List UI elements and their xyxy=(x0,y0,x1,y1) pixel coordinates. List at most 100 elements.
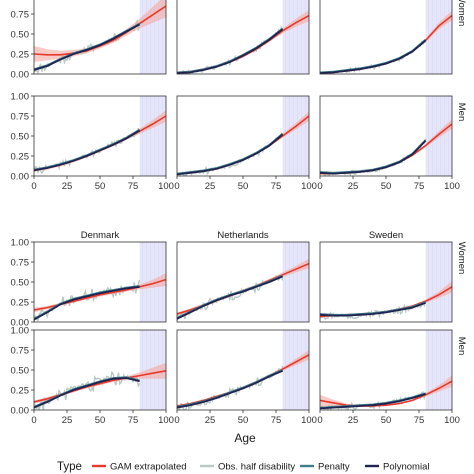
y-tick-label: 0.75 xyxy=(11,257,30,268)
x-tick-label: 75 xyxy=(271,415,282,426)
y-tick-label: 0.75 xyxy=(11,345,30,356)
x-tick-label: 50 xyxy=(238,415,249,426)
x-tick-label: 100 xyxy=(158,181,174,192)
y-tick-label: 0.50 xyxy=(11,365,30,376)
panel-data xyxy=(177,10,309,74)
x-tick-label: 50 xyxy=(381,415,392,426)
facet-panel: Netherlands xyxy=(176,230,310,323)
row-strip-label: Men xyxy=(456,103,467,121)
x-tick-label: 25 xyxy=(205,181,216,192)
x-tick-label: 0 xyxy=(31,181,36,192)
panel-border xyxy=(319,241,453,323)
x-tick-label: 100 xyxy=(444,415,460,426)
panel-border xyxy=(176,241,310,323)
band-grid xyxy=(142,96,163,176)
polynomial-line xyxy=(177,369,283,409)
y-tick-label: 1.00 xyxy=(11,91,30,102)
band-grid xyxy=(428,242,449,322)
legend-label-obs: Obs. half disability xyxy=(218,462,295,473)
gam-confidence-ribbon xyxy=(320,375,452,407)
band-grid xyxy=(285,242,306,322)
y-tick-label: 0.75 xyxy=(11,111,30,122)
y-tick-label: 0.25 xyxy=(11,151,30,162)
x-tick-label: 25 xyxy=(62,415,73,426)
facet-panel: 0 25 50 75 100 Men xyxy=(317,95,467,192)
y-tick-label: 0.50 xyxy=(11,29,30,40)
facet-panel: Sweden Women xyxy=(319,230,467,323)
x-tick-label: 100 xyxy=(444,181,460,192)
facet-panel: 0 25 50 75 100 Men xyxy=(317,329,467,426)
gam-extrapolated-line xyxy=(320,380,452,407)
facet-panel: Women xyxy=(319,0,467,75)
legend-label-gam: GAM extrapolated xyxy=(110,462,187,473)
row-strip: Women xyxy=(456,0,467,26)
band-grid xyxy=(285,96,306,176)
panel-data xyxy=(34,0,166,74)
panel-data xyxy=(34,362,166,410)
extrapolation-band xyxy=(282,96,309,176)
legend: Type GAM extrapolated Obs. half disability… xyxy=(57,461,429,473)
x-axis-title: Age xyxy=(234,431,256,445)
x-tick-label: 25 xyxy=(348,415,359,426)
facet-panel: 0 25 50 75 100 xyxy=(174,329,317,426)
row-strip: Men xyxy=(456,103,467,121)
column-strip-label: Sweden xyxy=(369,230,403,241)
polynomial-line xyxy=(320,393,426,410)
y-tick-label: 1.00 xyxy=(11,237,30,248)
y-tick-label: 0.00 xyxy=(11,171,30,182)
x-tick-label: 0 xyxy=(174,415,179,426)
y-tick-label: 0.00 xyxy=(11,405,30,416)
x-tick-label: 75 xyxy=(128,415,139,426)
legend-title: Type xyxy=(57,461,82,473)
x-tick-label: 75 xyxy=(128,181,139,192)
x-tick-label: 75 xyxy=(414,181,425,192)
panel-border xyxy=(176,0,310,75)
band-grid xyxy=(285,0,306,74)
polynomial-line xyxy=(320,301,426,317)
x-tick-label: 25 xyxy=(205,415,216,426)
extrapolation-band xyxy=(282,242,309,322)
facet-panel: 0.00 0.25 0.50 0.75 xyxy=(11,0,167,80)
x-tick-label: 25 xyxy=(348,181,359,192)
y-tick-label: 0.25 xyxy=(11,297,30,308)
facet-panel: 0 25 50 75 100 xyxy=(174,95,317,192)
x-tick-label: 100 xyxy=(158,415,174,426)
x-tick-label: 75 xyxy=(414,415,425,426)
extrapolation-band xyxy=(282,0,309,74)
facet-panel xyxy=(176,0,310,75)
y-tick-label: 0.25 xyxy=(11,49,30,60)
x-tick-label: 100 xyxy=(301,181,317,192)
extrapolation-band xyxy=(425,330,452,410)
x-tick-label: 0 xyxy=(174,181,179,192)
row-strip: Men xyxy=(456,337,467,355)
polynomial-line xyxy=(177,28,284,74)
polynomial-line xyxy=(320,39,427,74)
panel-data xyxy=(320,375,452,410)
facet-panel: 0.00 0.25 0.50 0.75 1.00 Denmark xyxy=(11,230,167,328)
panel-data xyxy=(320,119,452,176)
y-tick-label: 0.50 xyxy=(11,131,30,142)
y-tick-label: 0.50 xyxy=(11,277,30,288)
extrapolation-band xyxy=(425,242,452,322)
x-tick-label: 50 xyxy=(238,181,249,192)
panel-data xyxy=(320,281,452,320)
y-tick-label: 0.00 xyxy=(11,317,30,328)
extrapolation-band xyxy=(139,96,166,176)
panel-data xyxy=(177,258,309,321)
polynomial-line xyxy=(177,275,283,320)
panel-data xyxy=(34,273,166,322)
y-tick-label: 0.00 xyxy=(11,69,30,80)
extrapolation-band xyxy=(282,330,309,410)
column-strip-label: Denmark xyxy=(81,230,120,241)
panel-data xyxy=(34,110,166,175)
gam-confidence-ribbon xyxy=(320,119,452,175)
x-tick-label: 0 xyxy=(31,415,36,426)
x-tick-label: 100 xyxy=(301,415,317,426)
y-tick-label: 0.25 xyxy=(11,385,30,396)
panel-border xyxy=(319,0,453,75)
x-tick-label: 50 xyxy=(95,415,106,426)
row-strip: Women xyxy=(456,242,467,275)
panel-data xyxy=(177,111,309,176)
x-tick-label: 75 xyxy=(271,181,282,192)
